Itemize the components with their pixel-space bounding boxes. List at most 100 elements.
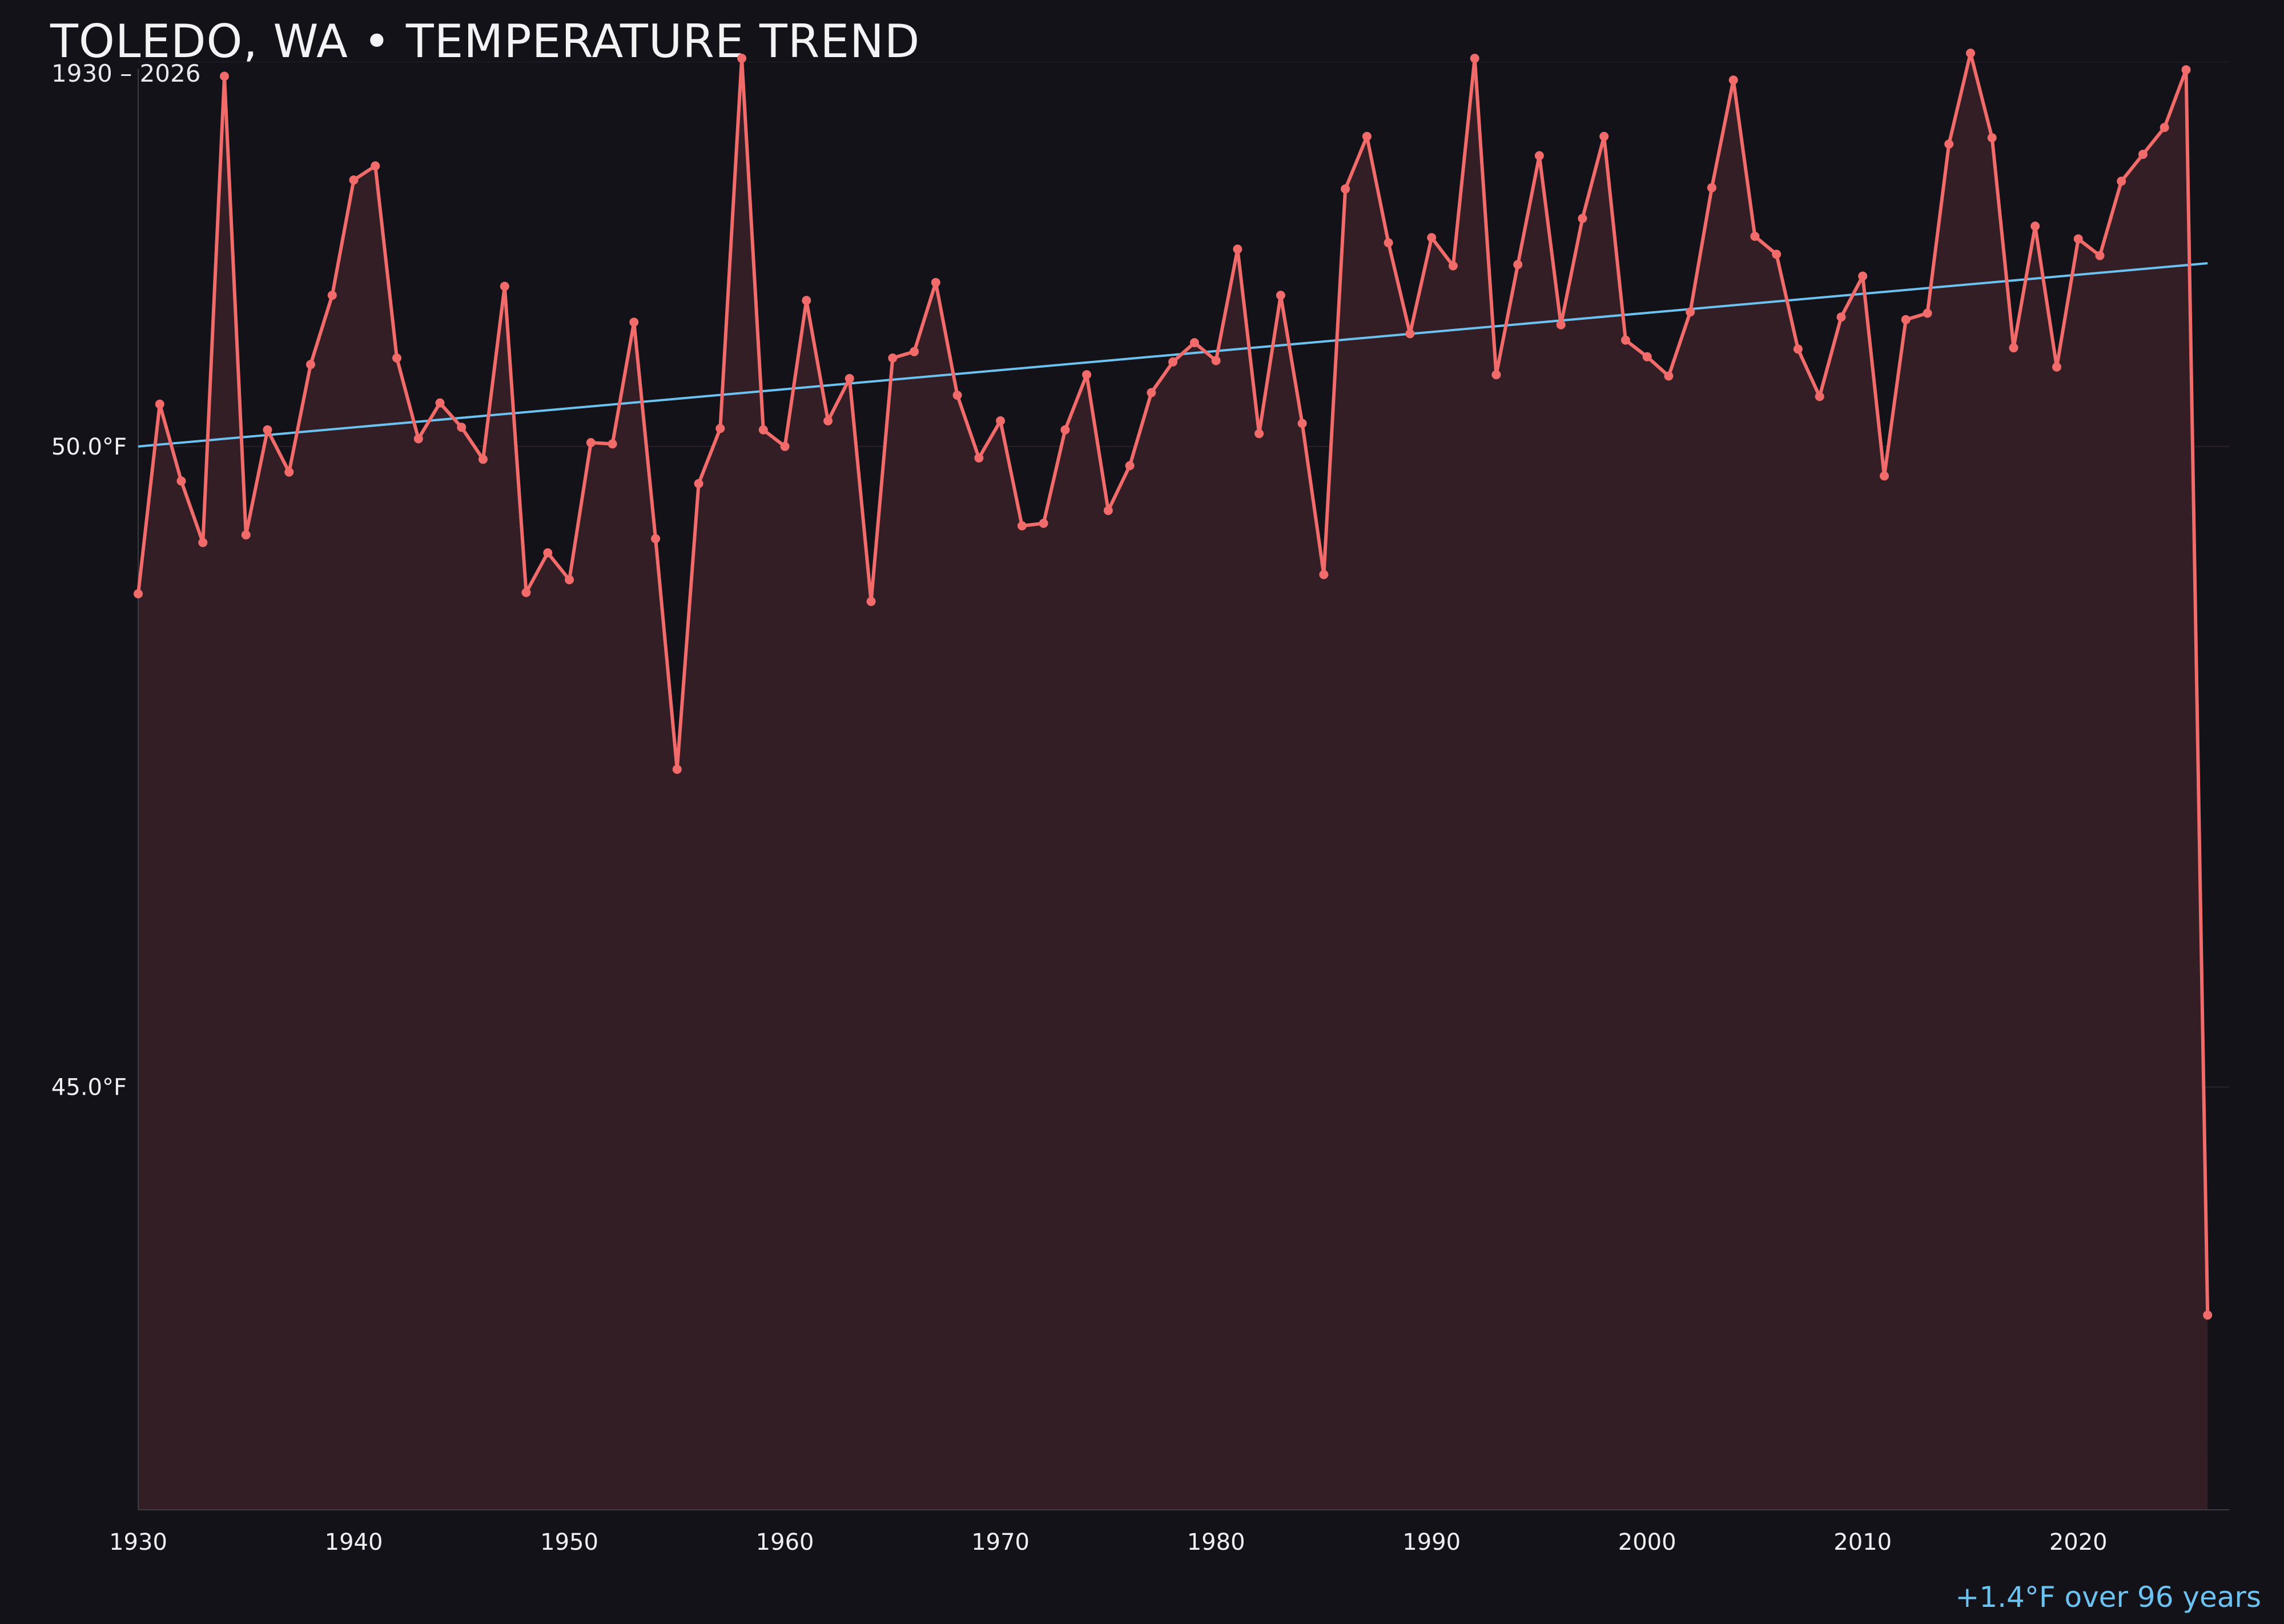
x-tick-label: 2020 (2049, 1529, 2108, 1555)
data-point-2004 (1728, 75, 1738, 85)
data-point-1959 (758, 425, 768, 435)
x-tick-label: 2000 (1618, 1529, 1676, 1555)
data-point-1938 (306, 360, 315, 369)
data-point-1956 (694, 479, 703, 488)
data-point-1934 (220, 71, 229, 81)
chart-subtitle: 1930 – 2026 (51, 59, 201, 87)
data-point-2008 (1815, 392, 1824, 401)
data-point-1991 (1448, 261, 1458, 271)
y-tick-label: 50.0°F (51, 434, 127, 460)
data-point-1953 (629, 317, 639, 327)
data-point-1954 (651, 534, 661, 544)
data-point-2015 (1966, 49, 1975, 58)
y-tick-label: 45.0°F (51, 1075, 127, 1101)
data-point-2005 (1750, 231, 1760, 241)
data-point-1940 (349, 175, 359, 185)
data-point-1995 (1534, 151, 1544, 160)
data-point-1946 (478, 455, 488, 464)
x-tick-label: 1980 (1187, 1529, 1245, 1555)
data-point-2000 (1642, 352, 1652, 361)
trend-annotation: +1.4°F over 96 years (1955, 1581, 2261, 1614)
data-point-1939 (327, 291, 337, 300)
data-point-1988 (1384, 238, 1393, 248)
data-point-1986 (1341, 184, 1350, 194)
trend-line-layer (138, 262, 2208, 448)
data-point-1937 (284, 467, 294, 477)
data-point-1977 (1147, 388, 1156, 397)
data-point-2019 (2052, 362, 2061, 372)
data-point-2014 (1944, 139, 1954, 149)
tick-labels: 1930 1940 1950 1960 1970 1980 1990 2000 2010 2020… (51, 434, 2108, 1555)
data-point-2012 (1901, 315, 1911, 324)
data-point-1987 (1362, 131, 1372, 141)
data-point-2025 (2181, 65, 2191, 75)
data-point-1999 (1620, 335, 1630, 345)
data-point-1932 (176, 476, 186, 486)
data-point-2006 (1772, 250, 1782, 259)
x-tick-label: 1930 (109, 1529, 167, 1555)
data-point-1964 (866, 597, 876, 606)
data-point-1984 (1297, 419, 1307, 428)
data-point-1963 (845, 373, 854, 383)
data-point-2026 (2203, 1311, 2213, 1320)
data-point-2003 (1707, 183, 1716, 192)
data-point-1957 (715, 424, 725, 433)
data-point-2011 (1880, 471, 1889, 481)
x-tick-label: 1990 (1402, 1529, 1461, 1555)
data-point-1936 (263, 425, 272, 435)
data-point-1981 (1233, 244, 1242, 254)
data-point-1930 (134, 589, 143, 598)
data-point-1944 (435, 398, 445, 408)
data-point-1950 (565, 575, 574, 585)
data-point-1962 (823, 416, 833, 425)
data-point-1966 (910, 347, 919, 356)
data-point-1972 (1039, 518, 1048, 528)
data-point-1998 (1599, 131, 1609, 141)
data-point-1941 (371, 161, 380, 171)
data-point-1973 (1060, 425, 1070, 435)
x-tick-label: 1940 (325, 1529, 383, 1555)
data-point-1965 (888, 353, 898, 363)
data-point-1974 (1082, 370, 1092, 380)
data-point-2021 (2095, 251, 2105, 260)
data-points (134, 49, 2213, 1320)
data-point-1975 (1103, 506, 1113, 515)
data-point-1985 (1319, 570, 1329, 580)
area-fill-layer (138, 53, 2208, 1510)
axes (138, 69, 2229, 1510)
data-point-1949 (543, 548, 553, 558)
data-point-2007 (1793, 344, 1803, 354)
data-point-1993 (1491, 370, 1501, 380)
data-point-1996 (1556, 320, 1566, 329)
data-point-2002 (1686, 307, 1695, 317)
data-point-1978 (1168, 357, 1178, 367)
data-point-1983 (1276, 291, 1285, 300)
data-point-2023 (2138, 150, 2148, 159)
data-point-1951 (586, 438, 596, 448)
data-point-1955 (672, 765, 682, 774)
data-point-1968 (952, 391, 962, 400)
data-point-1947 (500, 282, 509, 291)
data-point-1952 (608, 439, 617, 449)
x-tick-label: 1970 (971, 1529, 1030, 1555)
data-point-1990 (1427, 233, 1437, 243)
area-fill (138, 53, 2208, 1510)
data-point-2020 (2073, 234, 2083, 244)
data-point-1942 (392, 353, 401, 363)
data-point-1970 (996, 416, 1006, 425)
data-point-1980 (1211, 356, 1221, 365)
data-point-2017 (2009, 343, 2018, 353)
data-point-1971 (1017, 521, 1027, 530)
x-tick-label: 2010 (1833, 1529, 1892, 1555)
chart-title: TOLEDO, WA • TEMPERATURE TREND (50, 15, 920, 68)
data-point-2013 (1923, 308, 1932, 318)
data-point-1935 (241, 530, 251, 540)
x-tick-label: 1960 (756, 1529, 814, 1555)
data-point-1992 (1470, 54, 1479, 63)
data-point-1976 (1125, 461, 1135, 471)
data-point-1958 (737, 54, 747, 63)
data-point-1960 (780, 441, 790, 451)
x-tick-label: 1950 (540, 1529, 598, 1555)
data-point-2022 (2117, 176, 2126, 186)
